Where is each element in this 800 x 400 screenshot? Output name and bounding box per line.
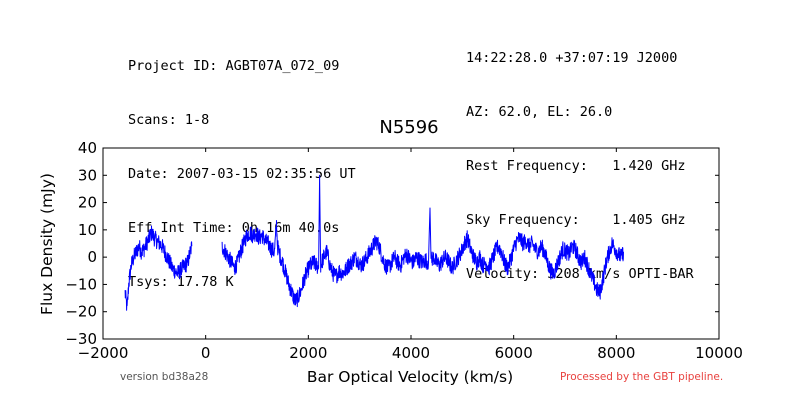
y-tick-label: −30 — [65, 330, 97, 348]
version-footer: version bd38a28 — [120, 371, 208, 383]
tsys-line: Tsys: 17.78 K — [128, 274, 234, 290]
x-tick-label: −2000 — [78, 344, 129, 362]
velocity-line: Velocity: 3208 km/s OPTI-BAR — [466, 266, 694, 282]
y-axis: −30 −20 −10 0 10 20 30 40 — [65, 139, 719, 348]
x-tick-label: 2000 — [289, 344, 327, 362]
eff-int-time-line: Eff Int Time: 0h 16m 40.0s — [128, 220, 340, 236]
header-metadata-left: Project ID: AGBT07A_072_09 Scans: 1-8 Da… — [128, 21, 356, 309]
x-tick-label: 0 — [201, 344, 211, 362]
y-tick-label: 0 — [87, 248, 97, 266]
pipeline-footer: Processed by the GBT pipeline. — [560, 371, 723, 383]
x-tick-label: 4000 — [392, 344, 430, 362]
spectrum-line-segment-1 — [124, 225, 193, 311]
y-tick-label: 30 — [78, 166, 97, 184]
az-el-line: AZ: 62.0, EL: 26.0 — [466, 104, 613, 120]
scans-line: Scans: 1-8 — [128, 112, 210, 128]
y-tick-label: −20 — [65, 303, 97, 321]
y-axis-label: Flux Density (mJy) — [38, 173, 56, 315]
date-line: Date: 2007-03-15 02:35:56 UT — [128, 166, 356, 182]
coordinates-line: 14:22:28.0 +37:07:19 J2000 — [466, 50, 678, 66]
header-metadata-right: 14:22:28.0 +37:07:19 J2000 AZ: 62.0, EL:… — [466, 13, 694, 301]
y-tick-label: 20 — [78, 194, 97, 212]
rest-frequency-line: Rest Frequency: 1.420 GHz — [466, 158, 686, 174]
x-tick-label: 6000 — [495, 344, 533, 362]
y-tick-label: 40 — [78, 139, 97, 157]
x-tick-label: 8000 — [597, 344, 635, 362]
series-group — [124, 174, 624, 311]
plot-frame — [102, 147, 720, 340]
y-tick-label: 10 — [78, 221, 97, 239]
spectrum-line-segment-2 — [221, 174, 624, 308]
project-id-line: Project ID: AGBT07A_072_09 — [128, 58, 340, 74]
y-tick-label: −10 — [65, 275, 97, 293]
x-axis-label: Bar Optical Velocity (km/s) — [307, 368, 513, 386]
sky-frequency-line: Sky Frequency: 1.405 GHz — [466, 212, 686, 228]
x-axis: −2000 0 2000 4000 6000 8000 10000 — [78, 148, 743, 362]
chart-title: N5596 — [379, 117, 438, 138]
x-tick-label: 10000 — [695, 344, 743, 362]
